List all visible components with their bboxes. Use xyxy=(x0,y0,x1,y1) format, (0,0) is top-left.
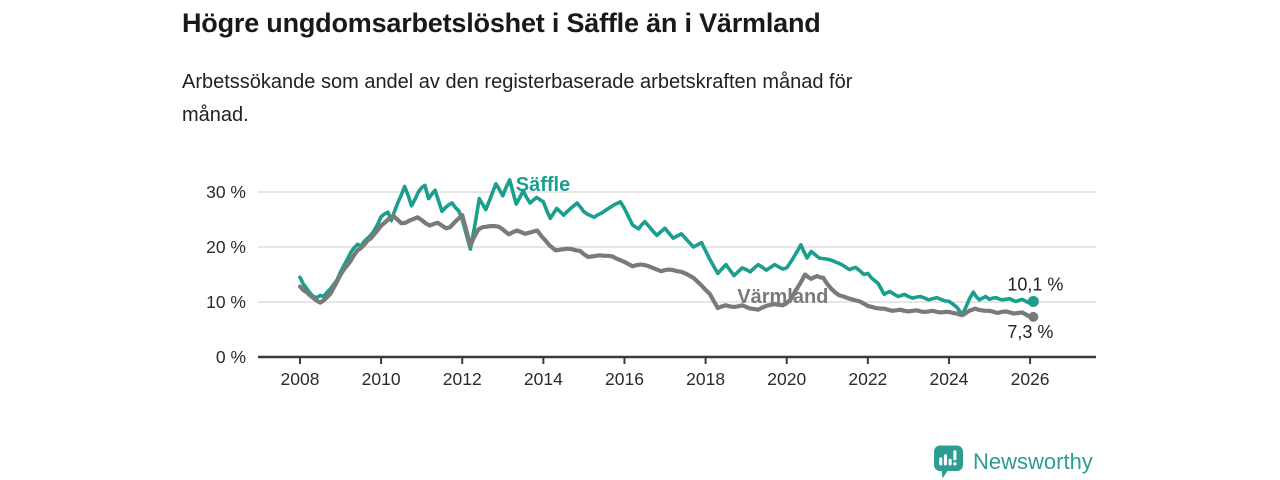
speech-bubble-shape xyxy=(934,445,963,479)
sffle-series-label: Säffle xyxy=(516,174,570,196)
chart-subtitle: Arbetssökande som andel av den registerb… xyxy=(182,71,853,126)
y-tick-label-0: 0 % xyxy=(216,347,246,367)
x-tick-label-2008: 2008 xyxy=(281,369,320,389)
x-tick-label-2012: 2012 xyxy=(443,369,482,389)
bar-chart-speech-bubble-icon xyxy=(934,445,963,479)
x-tick-label-2018: 2018 xyxy=(686,369,725,389)
y-tick-label-10: 10 % xyxy=(206,292,246,312)
newsworthy-brand: Newsworthy xyxy=(933,445,1093,479)
exclamation-dot xyxy=(953,462,957,466)
vrmland-series-label: Värmland xyxy=(737,286,828,308)
x-tick-label-2014: 2014 xyxy=(524,369,563,389)
y-tick-label-20: 20 % xyxy=(206,237,246,257)
x-tick-label-2022: 2022 xyxy=(848,369,887,389)
sffle-end-dot xyxy=(1027,295,1039,307)
sffle-end-value-label: 10,1 % xyxy=(1007,274,1063,294)
chart-title: Högre ungdomsarbetslöshet i Säffle än i … xyxy=(182,8,821,38)
x-tick-label-2020: 2020 xyxy=(767,369,806,389)
vrmland-end-dot xyxy=(1028,311,1039,322)
x-tick-label-2026: 2026 xyxy=(1011,369,1050,389)
x-tick-label-2016: 2016 xyxy=(605,369,644,389)
sffle-line xyxy=(298,178,1036,317)
bar-1 xyxy=(939,457,943,466)
brand-name: Newsworthy xyxy=(973,449,1093,474)
bar-2 xyxy=(943,454,947,466)
x-tick-label-2010: 2010 xyxy=(362,369,401,389)
exclamation-bar xyxy=(953,450,957,461)
y-tick-label-30: 30 % xyxy=(206,182,246,202)
x-tick-label-2024: 2024 xyxy=(929,369,968,389)
vrmland-end-value-label: 7,3 % xyxy=(1007,322,1053,342)
vrmland-line xyxy=(297,213,1036,319)
bar-3 xyxy=(948,458,952,466)
